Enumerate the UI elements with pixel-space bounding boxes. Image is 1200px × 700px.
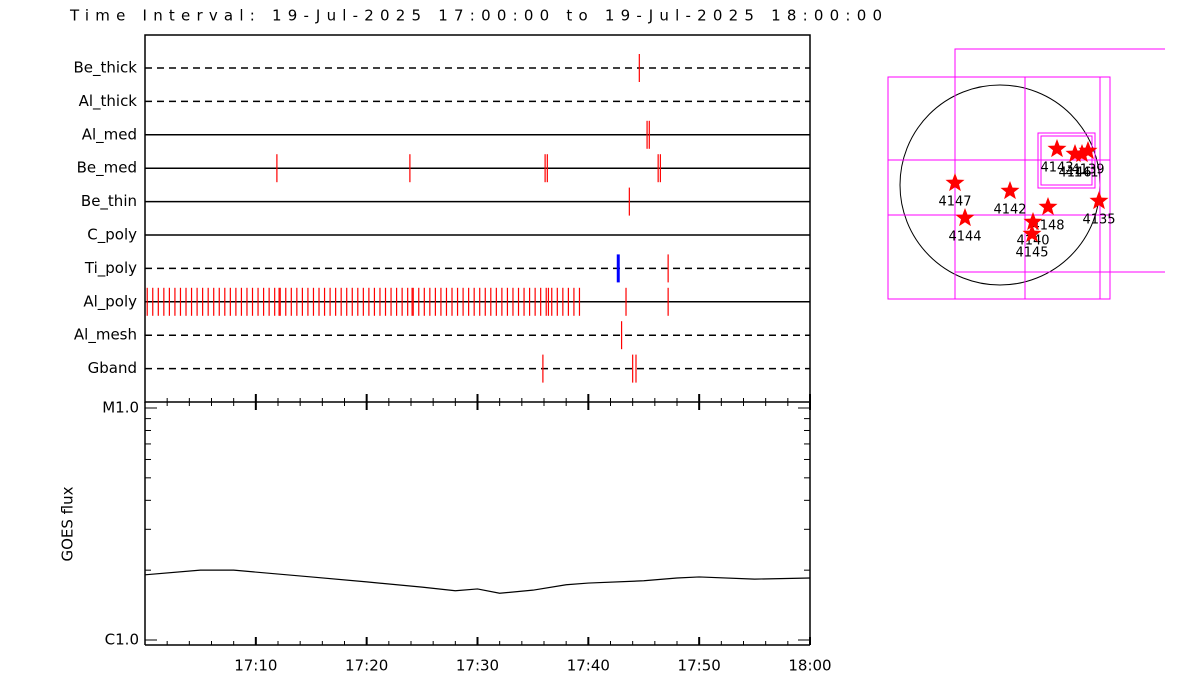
row-label: Be_thick <box>73 59 137 78</box>
solar-map <box>887 48 1165 300</box>
region-label: 4142 <box>993 203 1026 218</box>
y-axis-label: GOES flux <box>59 486 77 561</box>
row-label: Al_thick <box>79 92 138 111</box>
x-tick-label: 18:00 <box>788 657 831 675</box>
row-label: Be_thin <box>81 192 137 211</box>
row-label: Gband <box>88 359 137 377</box>
panel-frame <box>144 34 811 403</box>
chart-title: Time Interval: 19-Jul-2025 17:00:00 to 1… <box>69 7 882 25</box>
row-label: Ti_poly <box>84 259 137 278</box>
region-label: 4146 <box>1058 166 1091 181</box>
flux-line <box>144 569 811 594</box>
region-label: 4147 <box>938 195 971 210</box>
y-tick-label: C1.0 <box>105 631 139 649</box>
region-star <box>1000 181 1020 200</box>
region-star <box>1022 224 1042 243</box>
region-label: 4139 <box>1071 163 1104 178</box>
region-star <box>1072 144 1092 163</box>
region-label: 4135 <box>1082 213 1115 228</box>
region-label: 4144 <box>948 230 981 245</box>
region-star <box>1038 197 1058 216</box>
x-tick-label: 17:50 <box>678 657 721 675</box>
region-star <box>1047 139 1067 158</box>
region-label: 4141 <box>1065 166 1098 181</box>
row-label: C_poly <box>87 226 137 245</box>
x-tick-label: 17:20 <box>345 657 388 675</box>
fov-box <box>954 48 1165 299</box>
fov-box <box>1037 132 1096 189</box>
region-label: 4148 <box>1031 219 1064 234</box>
region-star <box>1089 191 1109 210</box>
region-star <box>945 173 965 192</box>
x-tick-label: 17:40 <box>567 657 610 675</box>
x-tick-label: 17:30 <box>456 657 499 675</box>
row-label: Al_poly <box>83 292 137 311</box>
region-label: 4140 <box>1016 234 1049 249</box>
row-label: Al_med <box>82 125 137 144</box>
row-label: Be_med <box>77 159 137 178</box>
fov-box <box>887 76 1111 300</box>
region-label: 4143 <box>1040 161 1073 176</box>
region-label: 4145 <box>1015 246 1048 261</box>
x-tick-label: 17:10 <box>234 657 277 675</box>
region-star <box>1065 144 1085 163</box>
fov-box <box>1040 135 1093 186</box>
y-tick-label: M1.0 <box>102 399 139 417</box>
row-label: Al_mesh <box>74 326 137 345</box>
region-star <box>1078 141 1098 160</box>
region-star <box>1023 212 1043 231</box>
region-star <box>955 208 975 227</box>
